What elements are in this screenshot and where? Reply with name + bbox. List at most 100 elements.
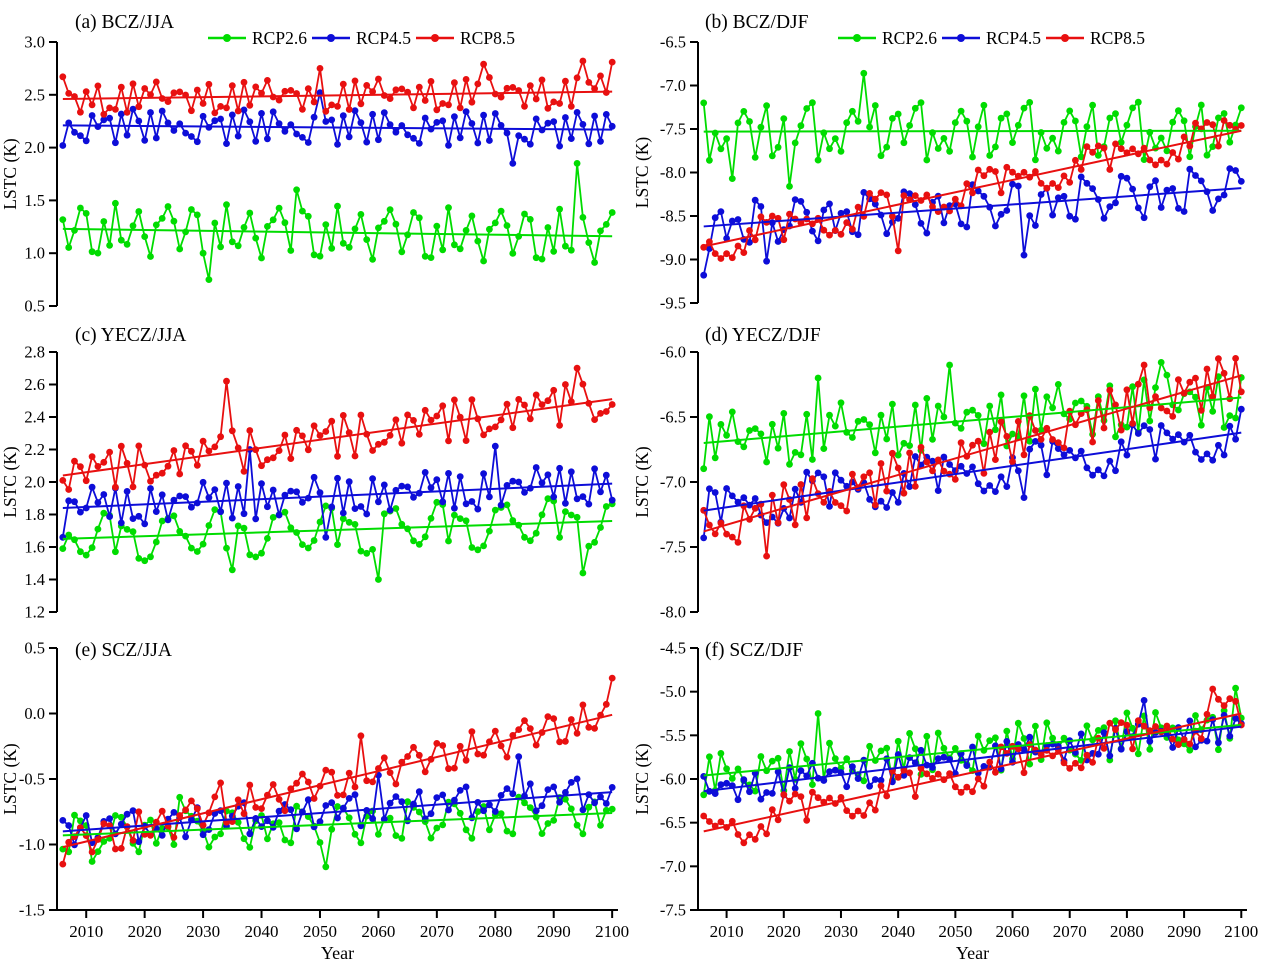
- y-tick-label: -6.5: [660, 33, 686, 52]
- x-tick-label: 2040: [881, 922, 915, 941]
- trend-line-RCP8.5: [62, 90, 613, 101]
- y-tick-label: 2.4: [24, 408, 45, 427]
- x-axis-label: Year: [321, 943, 354, 963]
- series-RCP8.5: [59, 674, 616, 868]
- y-tick-label: 1.8: [24, 505, 45, 524]
- y-axis: -7.5 -7.0 -6.5 -6.0 -5.5 -5.0 -4.5: [660, 639, 699, 920]
- x-axis: 2010 2020 2030 2040 2050 2060 2070 2080 2090 2100: [698, 909, 1258, 941]
- chart-b: -9.5 -9.0 -8.5 -8.0 -7.5 -7.0 -6.5 LSTC (K) (b) …: [632, 12, 1245, 313]
- x-tick-label: 2040: [245, 922, 279, 941]
- legend: RCP2.6 RCP4.5 RCP8.5: [838, 28, 1145, 48]
- panel-title: (a) BCZ/JJA: [75, 12, 174, 33]
- panel-d-yecz-djf: -8.0 -7.5 -7.0 -6.5 -6.0 LSTC (K) (d) YECZ/DJF: [630, 322, 1269, 630]
- legend-label: RCP4.5: [986, 28, 1041, 48]
- y-tick-label: -7.5: [660, 901, 686, 920]
- series-RCP8.5: [700, 355, 1245, 560]
- y-tick-label: -4.5: [660, 639, 686, 658]
- legend-marker: [957, 34, 965, 42]
- panel-title: (f) SCZ/DJF: [705, 640, 803, 661]
- series-RCP4.5: [700, 165, 1245, 279]
- y-tick-label: -7.5: [660, 120, 686, 139]
- series-RCP2.6: [59, 160, 616, 283]
- y-tick-label: 2.8: [24, 343, 45, 362]
- trend-line-RCP8.5: [703, 374, 1242, 533]
- panel-title: (b) BCZ/DJF: [705, 12, 809, 33]
- x-tick-label: 2080: [478, 922, 512, 941]
- trend-line-RCP2.6: [62, 812, 613, 837]
- y-tick-label: -0.5: [19, 770, 45, 789]
- x-tick-label: 2080: [1110, 922, 1144, 941]
- x-tick-label: 2070: [420, 922, 454, 941]
- series-RCP4.5: [59, 442, 616, 541]
- legend-marker: [431, 34, 439, 42]
- series-RCP2.6: [700, 359, 1245, 473]
- x-tick-label: 2100: [595, 922, 629, 941]
- y-tick-label: -6.0: [660, 770, 686, 789]
- y-tick-label: -8.0: [660, 163, 686, 182]
- y-axis: -8.0 -7.5 -7.0 -6.5 -6.0: [660, 343, 699, 622]
- panel-b-bcz-djf: -9.5 -9.0 -8.5 -8.0 -7.5 -7.0 -6.5 LSTC (K) (b) …: [630, 0, 1269, 322]
- panel-e-scz-jja: -1.5 -1.0 -0.5 0.0 0.5 LSTC (K) 2010 2020 2030 20…: [0, 630, 634, 965]
- legend-label: RCP2.6: [252, 28, 307, 48]
- y-axis: 1.2 1.4 1.6 1.8 2.0 2.2 2.4 2.6 2.8: [24, 343, 58, 622]
- y-tick-label: -6.5: [660, 813, 686, 832]
- y-axis-label: LSTC (K): [632, 137, 652, 209]
- legend-label: RCP8.5: [460, 28, 515, 48]
- y-axis: -1.5 -1.0 -0.5 0.0 0.5: [19, 639, 58, 920]
- x-tick-label: 2010: [69, 922, 103, 941]
- y-tick-label: -8.5: [660, 207, 686, 226]
- y-tick-label: 0.5: [24, 297, 45, 316]
- panel-c-yecz-jja: 1.2 1.4 1.6 1.8 2.0 2.2 2.4 2.6 2.8 LSTC (K) (c) Y…: [0, 322, 634, 630]
- y-tick-label: -5.0: [660, 682, 686, 701]
- y-tick-label: -7.0: [660, 76, 686, 95]
- y-tick-label: 2.5: [24, 85, 45, 104]
- series-RCP2.6: [700, 69, 1245, 190]
- series-RCP8.5: [59, 364, 616, 493]
- trend-line-RCP4.5: [703, 187, 1242, 228]
- y-tick-label: -6.5: [660, 408, 686, 427]
- x-tick-label: 2050: [303, 922, 337, 941]
- x-tick-label: 2010: [710, 922, 744, 941]
- y-tick-label: 2.0: [24, 473, 45, 492]
- y-tick-label: 2.2: [24, 440, 45, 459]
- series-RCP2.6: [59, 495, 616, 583]
- legend-label: RCP4.5: [356, 28, 411, 48]
- y-axis: -9.5 -9.0 -8.5 -8.0 -7.5 -7.0 -6.5: [660, 33, 699, 313]
- series-RCP8.5: [59, 57, 616, 118]
- panel-title: (e) SCZ/JJA: [75, 640, 172, 661]
- x-tick-label: 2020: [128, 922, 162, 941]
- y-tick-label: 0.5: [24, 639, 45, 658]
- legend-label: RCP8.5: [1090, 28, 1145, 48]
- x-tick-label: 2050: [938, 922, 972, 941]
- legend-marker: [1061, 34, 1069, 42]
- y-tick-label: -8.0: [660, 603, 686, 622]
- legend-marker: [223, 34, 231, 42]
- y-tick-label: 1.5: [24, 191, 45, 210]
- y-axis-label: LSTC (K): [0, 138, 20, 210]
- y-tick-label: -7.0: [660, 857, 686, 876]
- y-tick-label: -9.0: [660, 250, 686, 269]
- trend-line-RCP8.5: [703, 712, 1242, 833]
- chart-d: -8.0 -7.5 -7.0 -6.5 -6.0 LSTC (K) (d) YECZ/DJF: [632, 325, 1245, 622]
- x-tick-label: 2090: [1167, 922, 1201, 941]
- x-tick-label: 2030: [824, 922, 858, 941]
- y-tick-label: 3.0: [24, 33, 45, 52]
- y-tick-label: 1.0: [24, 244, 45, 263]
- y-tick-label: 2.0: [24, 138, 45, 157]
- panel-f-scz-djf: -7.5 -7.0 -6.5 -6.0 -5.5 -5.0 -4.5 LSTC (K) 2010…: [630, 630, 1269, 965]
- trend-line-RCP4.5: [703, 725, 1242, 793]
- y-tick-label: -7.0: [660, 473, 686, 492]
- y-tick-label: -6.0: [660, 343, 686, 362]
- x-axis: 2010 2020 2030 2040 2050 2060 2070 2080 2090 2100: [57, 909, 629, 941]
- trend-line-RCP2.6: [703, 129, 1242, 133]
- y-tick-label: 1.6: [24, 538, 45, 557]
- trend-line-RCP4.5: [62, 124, 613, 131]
- y-tick-label: 1.2: [24, 603, 45, 622]
- x-tick-label: 2030: [186, 922, 220, 941]
- chart-f: -7.5 -7.0 -6.5 -6.0 -5.5 -5.0 -4.5 LSTC (K) 2010…: [632, 639, 1258, 964]
- trend-line-RCP4.5: [703, 431, 1242, 512]
- trend-line-RCP8.5: [62, 398, 613, 477]
- y-tick-label: -1.0: [19, 835, 45, 854]
